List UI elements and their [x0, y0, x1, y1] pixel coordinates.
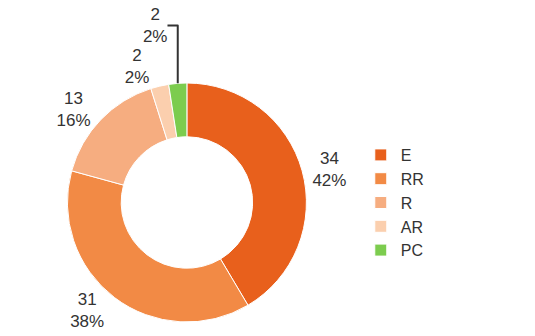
- svg-text:1316%: 1316%: [56, 89, 90, 130]
- svg-text:RR: RR: [401, 171, 424, 188]
- svg-text:22%: 22%: [143, 5, 168, 46]
- svg-text:3138%: 3138%: [70, 290, 104, 331]
- svg-text:22%: 22%: [125, 46, 150, 87]
- svg-text:E: E: [401, 147, 412, 164]
- svg-text:PC: PC: [401, 242, 423, 259]
- svg-text:R: R: [401, 195, 413, 212]
- svg-text:AR: AR: [401, 219, 423, 236]
- svg-text:3442%: 3442%: [312, 149, 346, 190]
